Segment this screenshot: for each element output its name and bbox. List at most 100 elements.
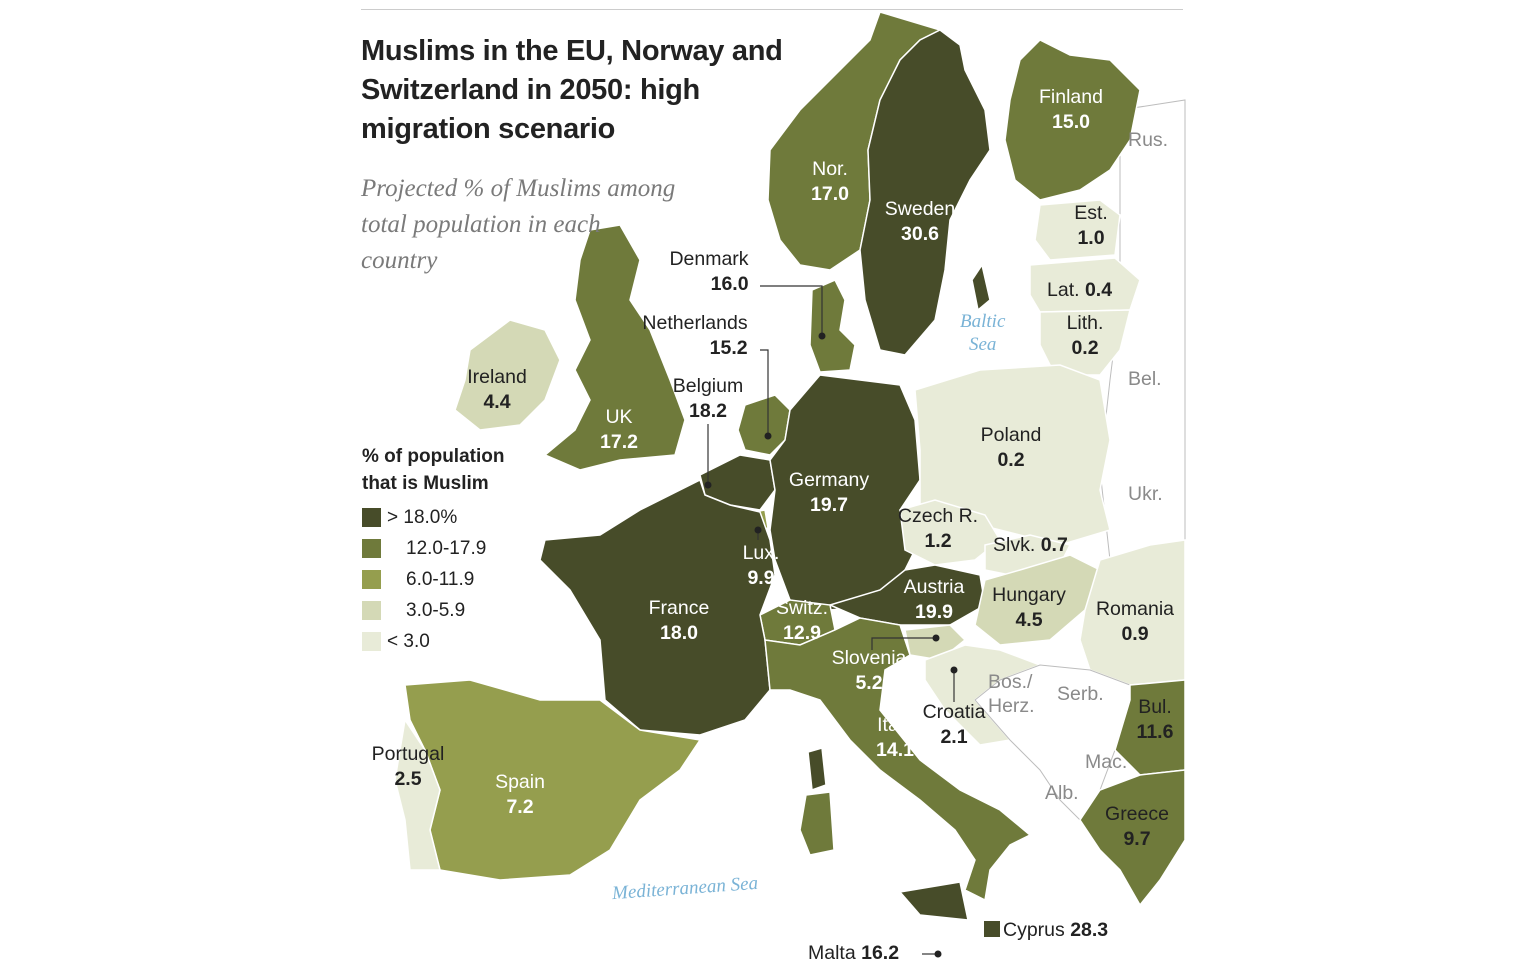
country-name: Lat. (1047, 279, 1080, 301)
country-name: Belgium (672, 375, 744, 397)
label-belgium: Belgium 18.2 (673, 374, 743, 424)
country-value: 16.2 (861, 942, 900, 964)
legend-item: 3.0-5.9 (362, 595, 552, 626)
label-baltic-sea: Baltic Sea (960, 310, 1005, 356)
label-germany: Germany 19.7 (789, 468, 869, 518)
label-norway: Nor. 17.0 (811, 157, 849, 207)
country-value: 4.5 (1015, 609, 1043, 631)
country-finland (1004, 39, 1141, 201)
country-denmark (809, 279, 856, 373)
legend-title-line2: that is Muslim (362, 473, 489, 494)
label-malta: Malta 16.2 (808, 941, 899, 966)
country-name: Germany (788, 469, 870, 491)
country-value: 7.2 (506, 796, 534, 818)
netherlands-leader-line (760, 349, 769, 436)
country-name: Lith. (1066, 312, 1104, 334)
croatia-leader-dot (950, 666, 958, 674)
legend-item: 6.0-11.9 (362, 564, 552, 595)
country-uk (543, 224, 686, 471)
label-slovenia: Slovenia 5.2 (832, 646, 907, 696)
country-value: 16.0 (710, 273, 749, 295)
slovenia-leader-line (871, 637, 936, 650)
island-gotland (971, 263, 991, 312)
label-croatia: Croatia 2.1 (923, 700, 986, 750)
label-cyprus: Cyprus 28.3 (1003, 918, 1108, 943)
legend: % of population that is Muslim > 18.0% 1… (362, 443, 552, 657)
map-subtitle: Projected % of Muslims among total popul… (361, 175, 676, 274)
label-finland: Finland 15.0 (1039, 85, 1103, 135)
label-netherlands: Netherlands 15.2 (642, 311, 747, 361)
country-value: 4.4 (483, 391, 511, 413)
country-value: 0.7 (1040, 534, 1068, 556)
legend-item: > 18.0% (362, 502, 552, 533)
label-latvia: Lat. 0.4 (1047, 278, 1112, 303)
country-value: 30.6 (901, 223, 939, 245)
country-estonia (1034, 199, 1121, 261)
country-value: 1.2 (924, 530, 952, 552)
country-value: 18.0 (660, 622, 698, 644)
label-bulgaria: Bul. 11.6 (1137, 695, 1174, 745)
label-portugal: Portugal 2.5 (372, 742, 445, 792)
country-value: 0.2 (997, 449, 1025, 471)
country-value: 19.9 (915, 601, 953, 623)
sea-name-line2: Sea (968, 334, 997, 355)
legend-swatch (362, 508, 381, 527)
country-name: Cyprus (1003, 919, 1065, 941)
country-name: Denmark (669, 248, 749, 270)
label-denmark: Denmark 16.0 (669, 247, 748, 297)
country-sweden (859, 29, 991, 356)
label-switzerland: Switz. 12.9 (776, 596, 828, 646)
country-value: 0.9 (1121, 623, 1149, 645)
map-title: Muslims in the EU, Norway and Switzerlan… (361, 35, 783, 145)
country-value: 11.6 (1136, 721, 1174, 743)
label-serbia: Serb. (1057, 683, 1104, 705)
country-name: Portugal (371, 743, 445, 765)
denmark-leader-line (760, 285, 823, 336)
country-name: Greece (1105, 803, 1169, 825)
country-name: Malta (808, 942, 856, 964)
country-name: Hungary (992, 584, 1066, 606)
country-value: 2.5 (394, 768, 422, 790)
top-rule (361, 9, 1183, 10)
denmark-leader-dot (818, 332, 826, 340)
legend-label: < 3.0 (387, 630, 430, 652)
island-sicily (898, 881, 969, 921)
country-name: Croatia (922, 701, 986, 723)
sea-name-line1: Baltic (960, 311, 1006, 332)
country-value: 2.1 (940, 726, 968, 748)
malta-leader-dot (934, 950, 942, 958)
luxembourg-leader-dot (754, 526, 762, 534)
legend-swatch (362, 570, 381, 589)
country-name: Slovenia (831, 647, 907, 669)
label-macedonia: Mac. (1085, 751, 1128, 773)
country-netherlands (737, 394, 791, 456)
label-slovakia: Slvk. 0.7 (993, 533, 1068, 558)
country-name: Nor. (812, 158, 848, 180)
label-sweden: Sweden 30.6 (885, 197, 955, 247)
country-value: 17.2 (600, 431, 638, 453)
legend-title-line1: % of population (362, 446, 505, 467)
label-lithuania: Lith. 0.2 (1067, 311, 1104, 361)
label-estonia: Est. 1.0 (1074, 201, 1108, 251)
country-value: 28.3 (1070, 919, 1109, 941)
label-ukraine: Ukr. (1128, 483, 1163, 505)
country-value: 15.2 (709, 337, 748, 359)
label-ireland: Ireland 4.4 (467, 365, 527, 415)
legend-item: 12.0-17.9 (362, 533, 552, 564)
label-russia: Rus. (1128, 129, 1169, 151)
cyprus-swatch (984, 921, 1000, 937)
country-value: 19.7 (810, 494, 848, 516)
country-name: Switz. (775, 597, 829, 619)
country-name: UK (605, 406, 633, 428)
country-name: Lux. (742, 542, 780, 564)
country-value: 17.0 (811, 183, 849, 205)
legend-label: > 18.0% (387, 506, 458, 528)
country-name: Czech R. (897, 505, 979, 527)
label-belarus: Bel. (1128, 368, 1162, 390)
country-name: Austria (903, 576, 965, 598)
legend-item: < 3.0 (362, 626, 552, 657)
label-uk: UK 17.2 (600, 405, 638, 455)
country-value: 18.2 (689, 400, 727, 422)
country-name: Finland (1039, 86, 1103, 108)
